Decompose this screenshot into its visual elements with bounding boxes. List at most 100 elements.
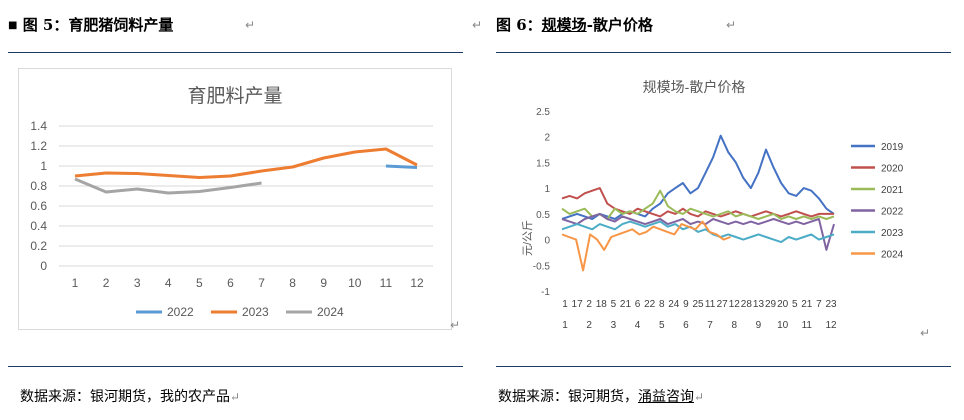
y-tick-label: 0.2 [30, 239, 47, 253]
x-tick-month-label: 4 [635, 320, 641, 330]
y-tick-label: 1 [544, 184, 550, 195]
x-tick-label: 7 [816, 299, 822, 310]
y-tick-label: -1 [541, 287, 550, 298]
y-tick-label: 2 [544, 133, 550, 144]
y-tick-label: 2.5 [536, 107, 550, 118]
x-tick-label: 9 [683, 299, 689, 310]
x-tick-label: 6 [227, 276, 234, 290]
left-source-text: 数据来源：银河期货，我的农产品 [20, 389, 230, 405]
legend-label-2022: 2022 [881, 207, 904, 218]
right-source-prefix: 数据来源：银河期货， [498, 389, 638, 405]
left-series-lines [74, 147, 418, 195]
right-y-axis-ticks: -1 -0.5 0 0.5 1 1.5 2 2.5 [533, 107, 551, 298]
paragraph-mark-icon: ↵ [726, 18, 737, 32]
legend-label-2019: 2019 [881, 142, 904, 153]
x-tick-label: 5 [792, 299, 798, 310]
x-tick-label: 23 [825, 299, 837, 310]
x-tick-month-label: 6 [683, 320, 689, 330]
right-figure-panel: ↵ 图 6：规模场-散户价格 ↵ 规模场-散户价格 元/公斤 -1 -0.5 0 0.… [472, 0, 954, 420]
legend-label-2024: 2024 [881, 250, 904, 261]
x-tick-label: 8 [659, 299, 665, 310]
x-tick-label: 1 [72, 276, 79, 290]
legend-label-2024: 2024 [317, 305, 344, 319]
paragraph-mark-icon: ↵ [230, 390, 241, 404]
x-tick-month-label: 11 [802, 320, 813, 330]
left-grid [59, 125, 433, 267]
series-2022-line [561, 212, 835, 251]
series-2019-line [561, 134, 835, 220]
right-figure-title-link[interactable]: 规模场 [541, 16, 587, 34]
paragraph-mark-icon: ↵ [920, 326, 931, 340]
x-tick-label: 20 [777, 299, 789, 310]
x-tick-month-label: 7 [707, 320, 713, 330]
series-2023-line [74, 147, 418, 179]
y-tick-label: 0 [40, 259, 47, 273]
x-tick-label: 13 [753, 299, 765, 310]
paragraph-mark-icon: ↵ [472, 18, 483, 32]
x-tick-month-label: 1 [562, 320, 568, 330]
left-line-chart: 育肥料产量 00.20.40.60.811.21.4 1 2 3 4 5 6 7 8 9 10 11… [18, 68, 452, 330]
x-tick-label: 11 [705, 299, 716, 310]
y-tick-label: 1.5 [536, 158, 550, 169]
x-tick-label: 12 [410, 276, 424, 290]
x-tick-month-label: 9 [756, 320, 762, 330]
paragraph-mark-icon: ↵ [694, 390, 705, 404]
x-tick-label: 22 [644, 299, 656, 310]
legend-label-2022: 2022 [167, 305, 194, 319]
series-2023-line [561, 220, 835, 244]
x-tick-label: 12 [729, 299, 741, 310]
y-tick-label: 1 [40, 159, 47, 173]
x-tick-month-label: 10 [777, 320, 789, 330]
x-tick-label: 11 [380, 276, 393, 290]
series-2024-line [74, 177, 262, 195]
series-2020-line [561, 187, 834, 218]
x-tick-month-label: 8 [731, 320, 737, 330]
y-tick-label: 0.5 [536, 210, 550, 221]
legend-label-2023: 2023 [242, 305, 269, 319]
right-x-axis-ticks: 1 17 2 18 5 21 6 22 8 24 9 25 11 27 12 28 13 29 20 5 21 7 231 2… [562, 299, 837, 330]
x-tick-label: 10 [348, 276, 362, 290]
y-tick-label: 0.8 [30, 179, 47, 193]
legend-label-2023: 2023 [881, 228, 904, 239]
right-figure-title-suffix: -散户价格 [586, 16, 653, 34]
y-tick-label: -0.5 [533, 261, 551, 272]
x-tick-label: 5 [611, 299, 617, 310]
x-tick-label: 7 [258, 276, 265, 290]
right-chart-title: 规模场-散户价格 [643, 79, 746, 95]
x-tick-label: 18 [596, 299, 608, 310]
x-tick-label: 6 [635, 299, 641, 310]
top-rule [8, 52, 463, 53]
x-tick-label: 27 [717, 299, 729, 310]
legend-label-2020: 2020 [881, 164, 904, 175]
left-legend: 2022 2023 2024 [136, 305, 344, 319]
top-rule [496, 52, 951, 53]
series-2022-line [385, 164, 418, 169]
x-tick-label: 29 [765, 299, 777, 310]
x-tick-label: 8 [289, 276, 296, 290]
x-tick-month-label: 2 [586, 320, 592, 330]
x-tick-month-label: 5 [659, 320, 665, 330]
x-tick-label: 28 [741, 299, 753, 310]
x-tick-label: 2 [586, 299, 592, 310]
y-tick-label: 0.4 [30, 219, 47, 233]
left-x-axis-ticks: 1 2 3 4 5 6 7 8 9 10 11 12 [72, 276, 424, 290]
x-tick-label: 24 [668, 299, 680, 310]
x-tick-label: 25 [692, 299, 704, 310]
bullet-square-icon: ■ [8, 20, 18, 31]
paragraph-mark-icon: ↵ [450, 318, 461, 332]
x-tick-label: 21 [620, 299, 632, 310]
legend-label-2021: 2021 [881, 185, 904, 196]
x-tick-label: 17 [572, 299, 584, 310]
right-legend: 2019 2020 2021 2022 2023 2024 [851, 142, 904, 261]
left-figure-panel: ■ 图 5：育肥猪饲料产量 ↵ 育肥料产量 0 0.2 0.4 0.6 0.8 1 1.2 1… [0, 0, 466, 420]
x-tick-label: 21 [801, 299, 813, 310]
x-tick-month-label: 12 [825, 320, 837, 330]
right-source-link[interactable]: 涌益咨询 [638, 389, 694, 405]
left-figure-title-text: 图 5：育肥猪饲料产量 [22, 16, 174, 34]
bottom-rule [8, 366, 463, 367]
x-tick-label: 4 [165, 276, 172, 290]
x-tick-label: 5 [196, 276, 203, 290]
right-figure-title: 图 6：规模场-散户价格 [496, 14, 653, 35]
y-tick-label: 1.2 [30, 139, 47, 153]
bottom-rule [496, 366, 951, 367]
